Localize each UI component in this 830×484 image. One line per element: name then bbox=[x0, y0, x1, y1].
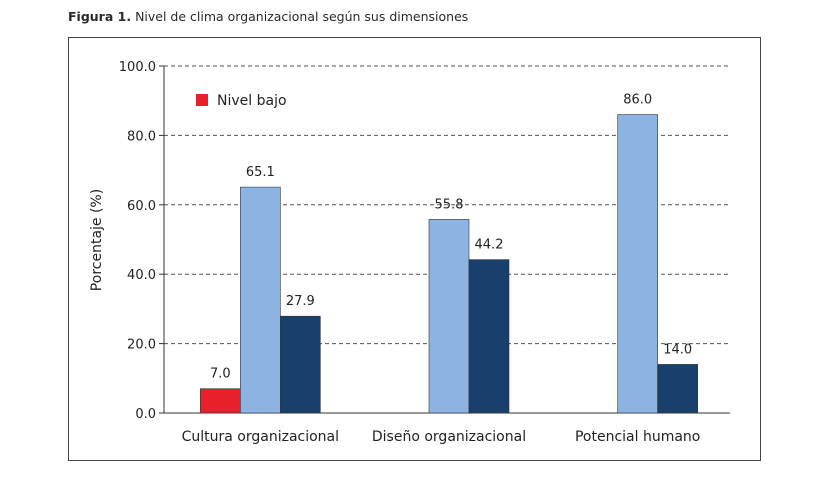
category-label: Diseño organizacional bbox=[372, 429, 526, 445]
figure-caption-text: Nivel de clima organizacional según sus … bbox=[135, 9, 469, 24]
data-label-1-2: 44.2 bbox=[475, 238, 504, 253]
chart-frame bbox=[68, 37, 761, 461]
y-axis-label: Porcentaje (%) bbox=[89, 189, 105, 291]
data-label-1-1: 55.8 bbox=[435, 197, 464, 212]
legend-label-nivel-bajo: Nivel bajo bbox=[217, 93, 287, 109]
y-tick-label: 40.0 bbox=[127, 268, 156, 283]
bar-2-1 bbox=[617, 114, 658, 414]
bars bbox=[200, 114, 698, 414]
bar-0-0 bbox=[200, 388, 241, 414]
y-tick-labels: 0.0 20.0 40.0 60.0 80.0 100.0 bbox=[119, 60, 156, 422]
figure-label: Figura 1. bbox=[68, 9, 132, 24]
data-label-0-1: 65.1 bbox=[246, 165, 275, 180]
bar-0-1 bbox=[240, 186, 281, 414]
bar-2-2 bbox=[657, 364, 698, 414]
figure-caption: Figura 1. Nivel de clima organizacional … bbox=[68, 9, 468, 24]
y-tick-label: 20.0 bbox=[127, 338, 156, 353]
data-labels: 7.0 65.1 27.9 55.8 44.2 86.0 14.0 bbox=[210, 93, 692, 382]
bar-1-1 bbox=[428, 219, 470, 414]
data-label-2-2: 14.0 bbox=[663, 342, 692, 357]
legend: Nivel bajo bbox=[196, 93, 287, 109]
category-label: Cultura organizacional bbox=[182, 429, 339, 445]
y-tick-label: 80.0 bbox=[127, 129, 156, 144]
y-tick-label: 60.0 bbox=[127, 199, 156, 214]
data-label-0-0: 7.0 bbox=[210, 367, 231, 382]
bar-0-2 bbox=[280, 315, 321, 414]
data-label-2-1: 86.0 bbox=[623, 93, 652, 108]
y-tick-label: 100.0 bbox=[119, 60, 156, 75]
legend-swatch-nivel-bajo bbox=[196, 94, 208, 106]
bar-1-2 bbox=[468, 259, 510, 414]
y-tick-label: 0.0 bbox=[135, 407, 156, 422]
category-labels: Cultura organizacional Diseño organizacio… bbox=[182, 429, 701, 445]
category-label: Potencial humano bbox=[575, 429, 700, 445]
data-label-0-2: 27.9 bbox=[286, 294, 315, 309]
